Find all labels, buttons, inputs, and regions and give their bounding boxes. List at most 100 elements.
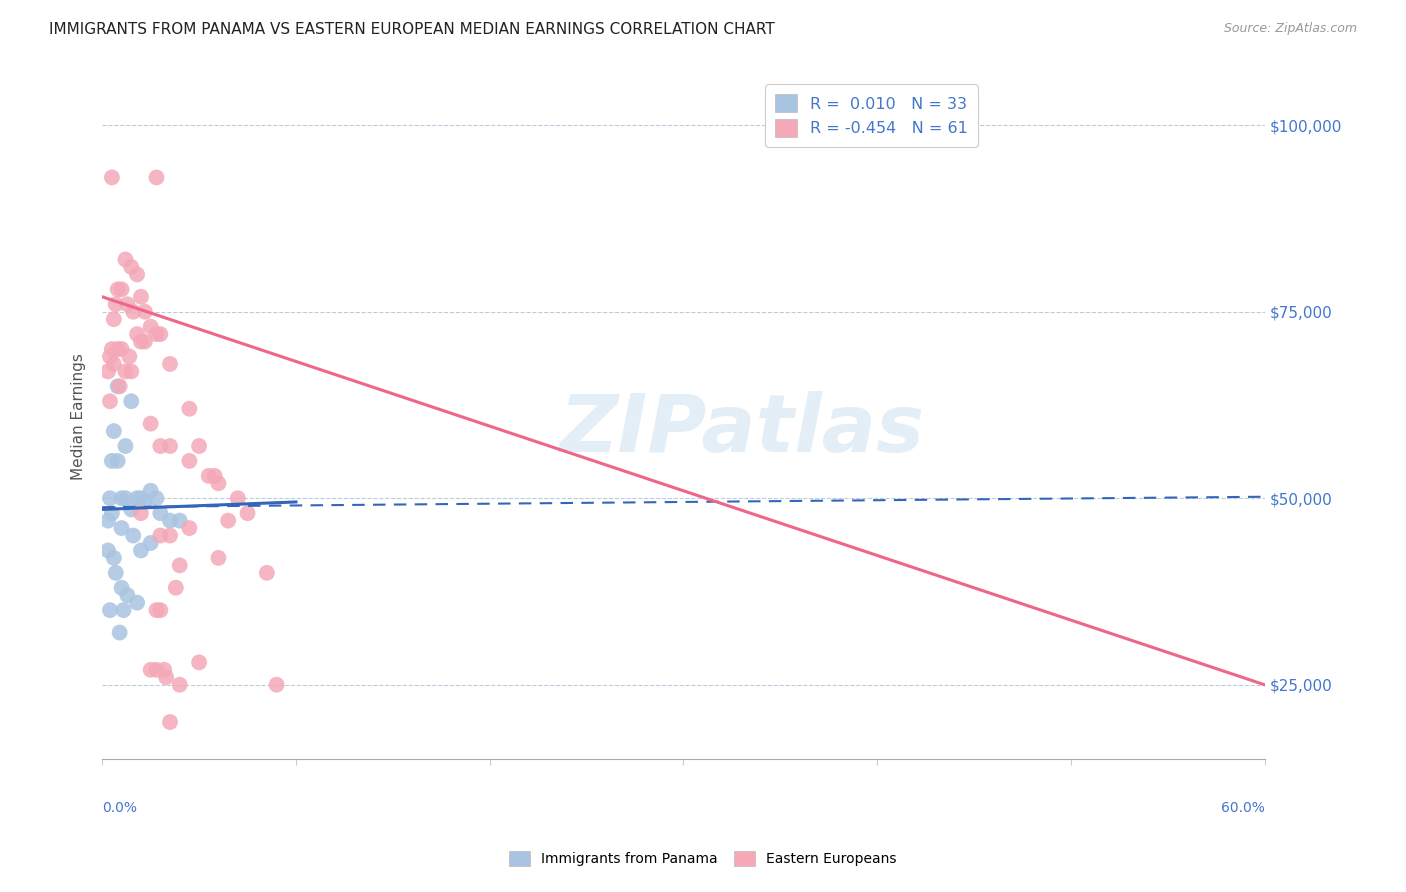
Point — [112, 603, 135, 617]
Legend: Immigrants from Panama, Eastern Europeans: Immigrants from Panama, Eastern European… — [503, 846, 903, 871]
Point — [101, 506, 124, 520]
Point — [207, 476, 229, 491]
Point — [104, 297, 127, 311]
Point — [97, 514, 120, 528]
Point — [103, 312, 125, 326]
Point — [107, 342, 129, 356]
Point — [179, 521, 201, 535]
Point — [149, 439, 172, 453]
Text: ZIPatlas: ZIPatlas — [560, 391, 924, 469]
Point — [179, 454, 201, 468]
Point — [129, 543, 152, 558]
Point — [101, 342, 124, 356]
Point — [145, 663, 167, 677]
Point — [97, 364, 120, 378]
Point — [145, 603, 167, 617]
Point — [98, 491, 121, 506]
Point — [120, 394, 142, 409]
Text: Source: ZipAtlas.com: Source: ZipAtlas.com — [1223, 22, 1357, 36]
Point — [159, 357, 181, 371]
Point — [153, 663, 176, 677]
Point — [139, 663, 162, 677]
Point — [125, 268, 148, 282]
Point — [165, 581, 187, 595]
Point — [98, 350, 121, 364]
Point — [159, 439, 181, 453]
Point — [110, 342, 132, 356]
Y-axis label: Median Earnings: Median Earnings — [72, 352, 86, 480]
Point — [139, 536, 162, 550]
Point — [145, 491, 167, 506]
Point — [114, 491, 136, 506]
Point — [155, 670, 177, 684]
Point — [129, 506, 152, 520]
Point — [110, 491, 132, 506]
Point — [125, 491, 148, 506]
Point — [98, 603, 121, 617]
Point — [114, 439, 136, 453]
Point — [108, 379, 131, 393]
Point — [122, 528, 145, 542]
Point — [120, 502, 142, 516]
Point — [139, 319, 162, 334]
Point — [120, 260, 142, 274]
Point — [236, 506, 259, 520]
Point — [149, 528, 172, 542]
Point — [98, 394, 121, 409]
Point — [125, 596, 148, 610]
Point — [217, 514, 239, 528]
Point — [107, 379, 129, 393]
Point — [188, 439, 211, 453]
Point — [134, 495, 156, 509]
Point — [145, 170, 167, 185]
Point — [110, 521, 132, 535]
Point — [149, 327, 172, 342]
Point — [169, 558, 191, 573]
Point — [118, 350, 141, 364]
Point — [97, 543, 120, 558]
Point — [117, 297, 139, 311]
Point — [159, 528, 181, 542]
Point — [134, 304, 156, 318]
Legend: R =  0.010   N = 33, R = -0.454   N = 61: R = 0.010 N = 33, R = -0.454 N = 61 — [765, 85, 977, 147]
Text: 60.0%: 60.0% — [1220, 800, 1264, 814]
Point — [110, 282, 132, 296]
Point — [256, 566, 278, 580]
Point — [122, 304, 145, 318]
Point — [149, 506, 172, 520]
Point — [134, 334, 156, 349]
Text: IMMIGRANTS FROM PANAMA VS EASTERN EUROPEAN MEDIAN EARNINGS CORRELATION CHART: IMMIGRANTS FROM PANAMA VS EASTERN EUROPE… — [49, 22, 775, 37]
Text: 0.0%: 0.0% — [103, 800, 138, 814]
Point — [145, 327, 167, 342]
Point — [103, 357, 125, 371]
Point — [101, 454, 124, 468]
Point — [169, 678, 191, 692]
Point — [149, 603, 172, 617]
Point — [103, 550, 125, 565]
Point — [129, 491, 152, 506]
Point — [120, 364, 142, 378]
Point — [139, 417, 162, 431]
Point — [129, 334, 152, 349]
Point — [103, 424, 125, 438]
Point — [114, 252, 136, 267]
Point — [159, 714, 181, 729]
Point — [159, 514, 181, 528]
Point — [107, 282, 129, 296]
Point — [197, 468, 219, 483]
Point — [107, 454, 129, 468]
Point — [179, 401, 201, 416]
Point — [129, 290, 152, 304]
Point — [204, 468, 226, 483]
Point — [139, 483, 162, 498]
Point — [207, 550, 229, 565]
Point — [117, 588, 139, 602]
Point — [110, 581, 132, 595]
Point — [266, 678, 288, 692]
Point — [188, 656, 211, 670]
Point — [114, 364, 136, 378]
Point — [101, 170, 124, 185]
Point — [108, 625, 131, 640]
Point — [169, 514, 191, 528]
Point — [226, 491, 249, 506]
